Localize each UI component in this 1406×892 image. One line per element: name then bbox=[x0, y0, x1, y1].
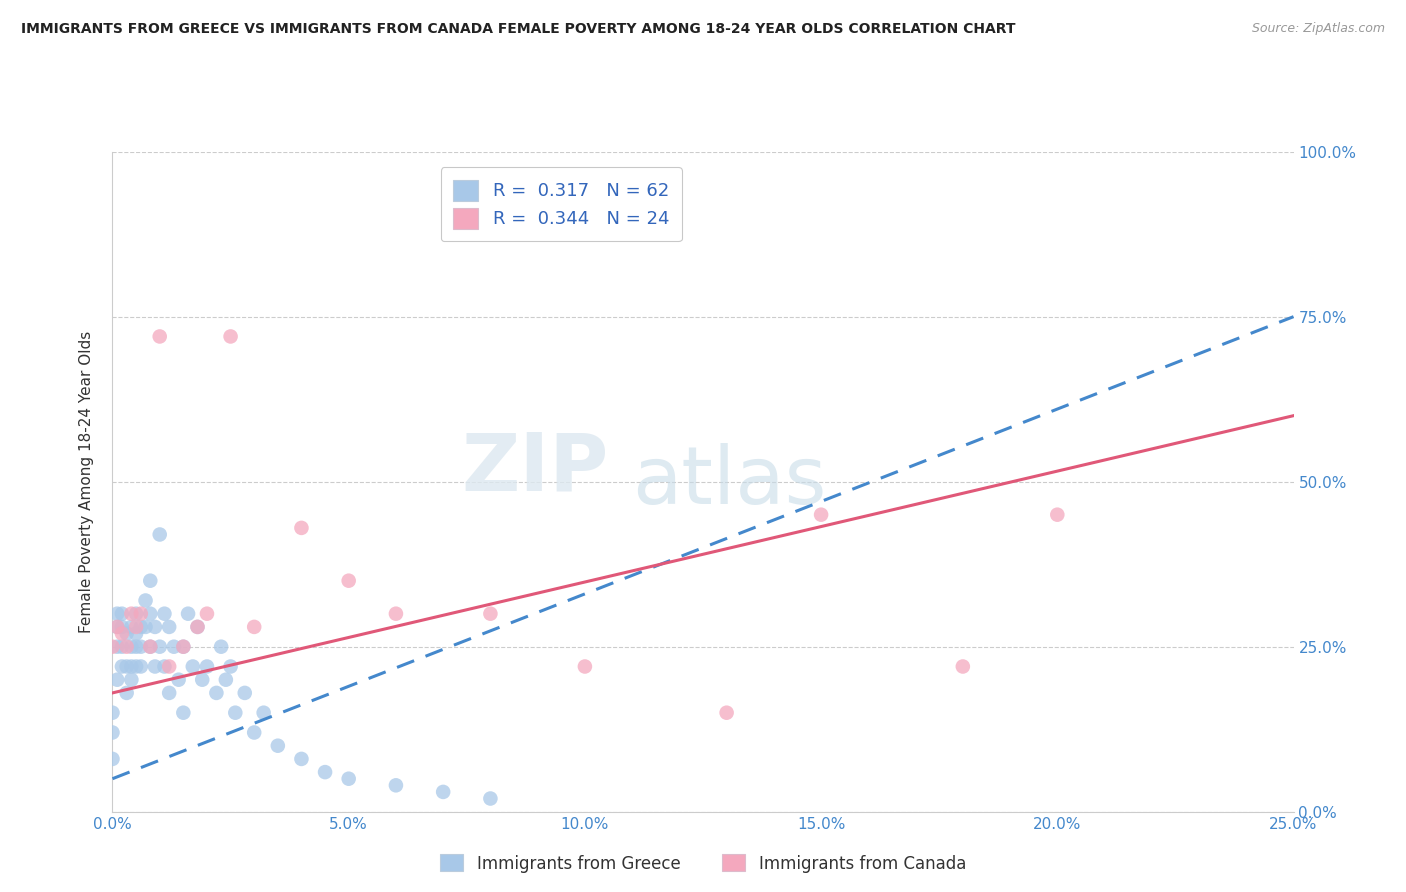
Point bbox=[479, 607, 502, 621]
Point bbox=[105, 620, 128, 634]
Point bbox=[120, 620, 142, 634]
Point bbox=[135, 620, 157, 634]
Point bbox=[105, 607, 128, 621]
Point bbox=[215, 673, 238, 687]
Point bbox=[101, 752, 124, 766]
Point bbox=[125, 659, 148, 673]
Point bbox=[172, 706, 194, 720]
Point bbox=[157, 659, 180, 673]
Point bbox=[186, 620, 208, 634]
Point bbox=[243, 725, 266, 739]
Point bbox=[177, 607, 200, 621]
Point bbox=[267, 739, 290, 753]
Point bbox=[810, 508, 832, 522]
Point bbox=[139, 574, 162, 588]
Point bbox=[224, 706, 246, 720]
Point bbox=[115, 659, 138, 673]
Y-axis label: Female Poverty Among 18-24 Year Olds: Female Poverty Among 18-24 Year Olds bbox=[79, 331, 94, 632]
Point bbox=[129, 620, 152, 634]
Point bbox=[111, 659, 134, 673]
Point bbox=[219, 659, 242, 673]
Point bbox=[432, 785, 454, 799]
Point bbox=[101, 640, 124, 654]
Point bbox=[181, 659, 204, 673]
Point bbox=[153, 659, 176, 673]
Point bbox=[105, 620, 128, 634]
Point bbox=[253, 706, 276, 720]
Point bbox=[143, 659, 166, 673]
Point bbox=[149, 329, 172, 343]
Point bbox=[105, 673, 128, 687]
Text: IMMIGRANTS FROM GREECE VS IMMIGRANTS FROM CANADA FEMALE POVERTY AMONG 18-24 YEAR: IMMIGRANTS FROM GREECE VS IMMIGRANTS FRO… bbox=[21, 22, 1015, 37]
Point bbox=[1046, 508, 1069, 522]
Point bbox=[167, 673, 190, 687]
Point bbox=[574, 659, 596, 673]
Point bbox=[195, 659, 218, 673]
Point bbox=[115, 640, 138, 654]
Point bbox=[243, 620, 266, 634]
Text: Source: ZipAtlas.com: Source: ZipAtlas.com bbox=[1251, 22, 1385, 36]
Point bbox=[163, 640, 186, 654]
Point bbox=[111, 607, 134, 621]
Point bbox=[337, 574, 360, 588]
Point bbox=[120, 659, 142, 673]
Point bbox=[186, 620, 208, 634]
Point bbox=[191, 673, 214, 687]
Point bbox=[172, 640, 194, 654]
Point bbox=[290, 521, 312, 535]
Point bbox=[314, 765, 336, 780]
Point bbox=[115, 626, 138, 640]
Point bbox=[101, 706, 124, 720]
Point bbox=[149, 527, 172, 541]
Point bbox=[205, 686, 228, 700]
Point bbox=[233, 686, 256, 700]
Point bbox=[157, 620, 180, 634]
Point bbox=[120, 607, 142, 621]
Point bbox=[149, 640, 172, 654]
Point bbox=[135, 593, 157, 607]
Point bbox=[139, 640, 162, 654]
Point bbox=[125, 626, 148, 640]
Point bbox=[337, 772, 360, 786]
Point bbox=[120, 640, 142, 654]
Point bbox=[219, 329, 242, 343]
Point bbox=[385, 778, 408, 792]
Text: ZIP: ZIP bbox=[461, 429, 609, 508]
Point bbox=[290, 752, 312, 766]
Point bbox=[172, 640, 194, 654]
Point bbox=[111, 620, 134, 634]
Point bbox=[479, 791, 502, 805]
Point bbox=[125, 607, 148, 621]
Point bbox=[139, 607, 162, 621]
Point bbox=[120, 673, 142, 687]
Legend: R =  0.317   N = 62, R =  0.344   N = 24: R = 0.317 N = 62, R = 0.344 N = 24 bbox=[440, 168, 682, 242]
Point bbox=[153, 607, 176, 621]
Point bbox=[209, 640, 232, 654]
Point bbox=[157, 686, 180, 700]
Point bbox=[139, 640, 162, 654]
Point bbox=[111, 640, 134, 654]
Point bbox=[195, 607, 218, 621]
Point bbox=[143, 620, 166, 634]
Point bbox=[115, 686, 138, 700]
Point bbox=[129, 659, 152, 673]
Point bbox=[125, 620, 148, 634]
Point bbox=[125, 640, 148, 654]
Point bbox=[716, 706, 738, 720]
Point bbox=[101, 725, 124, 739]
Point bbox=[129, 640, 152, 654]
Point bbox=[952, 659, 974, 673]
Point bbox=[105, 640, 128, 654]
Legend: Immigrants from Greece, Immigrants from Canada: Immigrants from Greece, Immigrants from … bbox=[433, 847, 973, 880]
Text: atlas: atlas bbox=[633, 442, 827, 521]
Point bbox=[129, 607, 152, 621]
Point bbox=[385, 607, 408, 621]
Point bbox=[111, 626, 134, 640]
